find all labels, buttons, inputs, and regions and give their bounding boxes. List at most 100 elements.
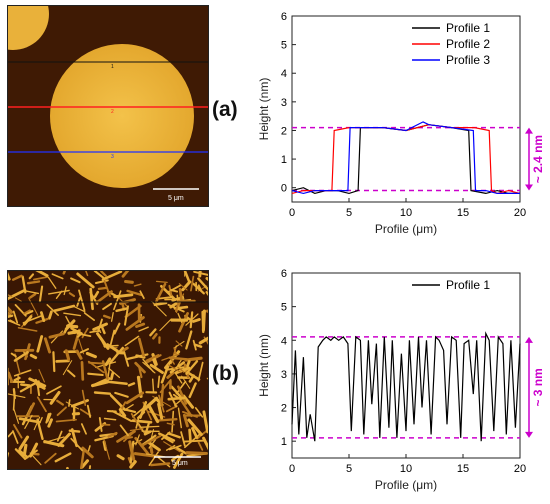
afm-fiber [29, 353, 38, 360]
afm-image-a: 1 2 3 5 μm [7, 5, 209, 207]
y-tick-label: 2 [281, 125, 287, 137]
afm-fiber [119, 424, 131, 439]
x-tick-label: 10 [400, 463, 412, 475]
afm-fiber [170, 358, 175, 365]
afm-fiber [168, 364, 182, 374]
afm-fiber [101, 271, 123, 281]
afm-fiber [157, 456, 171, 468]
afm-fiber [152, 332, 158, 340]
afm-fiber [76, 272, 95, 289]
afm-fiber [188, 382, 197, 399]
afm-fiber [48, 332, 65, 339]
afm-fiber [174, 372, 183, 384]
afm-fiber [56, 406, 67, 417]
afm-fiber [177, 366, 185, 373]
afm-fiber [133, 452, 157, 458]
afm-fiber [8, 288, 27, 301]
afm-fiber [106, 380, 128, 385]
afm-fiber [28, 273, 35, 280]
afm-fiber [55, 290, 63, 299]
annotation-arrowhead [525, 184, 533, 191]
afm-fiber [178, 312, 189, 333]
afm-fiber [14, 353, 21, 375]
legend-label: Profile 2 [446, 37, 490, 51]
x-axis-title: Profile (μm) [375, 478, 437, 492]
afm-fiber [22, 443, 28, 457]
y-tick-label: 6 [281, 11, 287, 23]
series-line [291, 331, 521, 442]
afm-fiber [148, 451, 159, 466]
afm-fiber [163, 436, 174, 444]
afm-fiber [163, 441, 181, 453]
afm-fiber [57, 432, 71, 447]
afm-fiber [107, 431, 118, 438]
afm-fiber [83, 312, 95, 322]
afm-fiber [23, 310, 34, 316]
afm-fiber [160, 383, 165, 406]
afm-fiber [13, 351, 29, 362]
afm-fiber [198, 336, 208, 345]
afm-fiber [87, 372, 104, 377]
series-line [291, 124, 521, 195]
panel-label-a: (a) [212, 98, 238, 121]
afm-fiber [55, 359, 70, 363]
afm-fiber [189, 311, 194, 329]
afm-fiber [142, 358, 155, 373]
afm-fiber [176, 446, 188, 455]
afm-fiber [79, 348, 89, 354]
afm-fiber [40, 311, 46, 322]
afm-fiber [185, 330, 193, 350]
afm-fiber [46, 385, 62, 395]
afm-fiber [138, 326, 149, 332]
afm-fiber [13, 423, 23, 439]
afm-fiber [64, 349, 71, 361]
afm-fiber-texture [8, 271, 208, 469]
afm-fiber [89, 287, 94, 311]
afm-fiber [52, 351, 56, 373]
legend-label: Profile 3 [446, 53, 490, 67]
y-tick-label: 5 [281, 302, 287, 314]
afm-fiber [26, 280, 41, 285]
afm-fiber [171, 410, 175, 433]
annotation-arrowhead [525, 431, 533, 438]
afm-fiber [103, 280, 111, 298]
afm-fiber [134, 361, 146, 374]
afm-fiber [185, 451, 208, 455]
afm-image-b: 5 μm [7, 270, 209, 470]
afm-fiber [160, 363, 170, 384]
afm-fiber [88, 465, 92, 469]
afm-fiber [109, 346, 125, 364]
afm-fiber [154, 282, 167, 304]
afm-fiber [12, 430, 19, 444]
afm-fiber [188, 428, 192, 442]
afm-fiber [114, 391, 129, 398]
afm-fiber [129, 460, 137, 469]
afm-fiber [141, 434, 162, 447]
y-tick-label: 3 [281, 97, 287, 109]
afm-fiber [172, 452, 184, 469]
y-tick-label: 4 [281, 335, 287, 347]
afm-fiber [138, 312, 144, 320]
afm-fiber [55, 418, 77, 423]
afm-fiber [192, 282, 205, 295]
afm-fiber [44, 452, 57, 464]
afm-fiber [127, 382, 136, 387]
afm-fiber [108, 367, 121, 379]
afm-fiber [9, 319, 16, 324]
afm-fiber [124, 436, 134, 440]
afm-fiber [81, 446, 94, 459]
afm-fiber [79, 450, 85, 469]
afm-fiber [54, 452, 72, 463]
afm-fiber [156, 418, 178, 422]
y-tick-label: 4 [281, 68, 287, 80]
afm-fiber [98, 417, 103, 432]
afm-fiber [135, 434, 140, 446]
series-line [291, 121, 520, 195]
afm-fiber [12, 391, 16, 411]
afm-fiber [149, 445, 154, 455]
afm-fiber [38, 285, 44, 303]
afm-fiber [47, 418, 53, 428]
afm-fiber [8, 294, 13, 297]
afm-fiber [80, 459, 90, 469]
